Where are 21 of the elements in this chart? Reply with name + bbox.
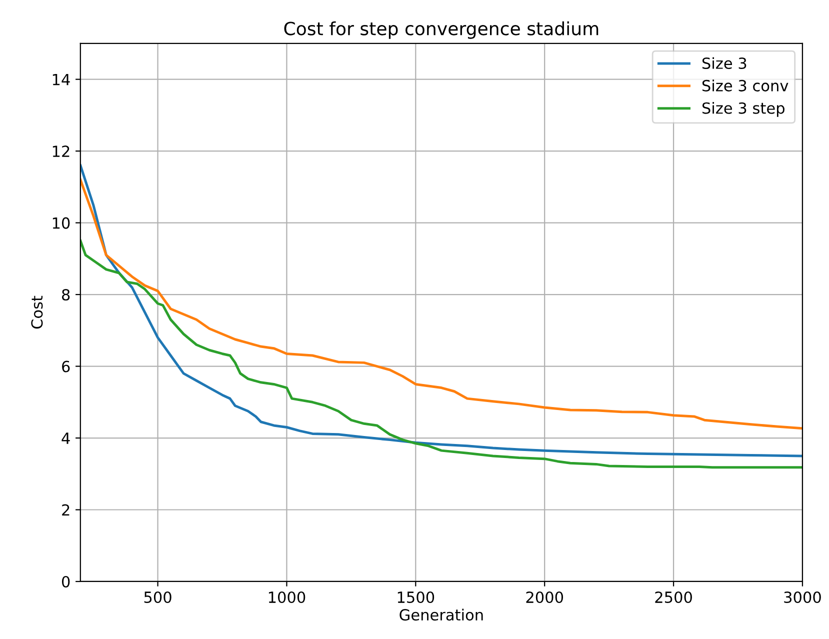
- legend-label: Size 3 step: [702, 102, 784, 117]
- x-tick-label: 2500: [655, 591, 692, 604]
- y-tick-label: 10: [52, 217, 70, 229]
- y-tick-label: 0: [62, 576, 70, 588]
- y-tick-label: 2: [62, 504, 70, 516]
- y-tick-label: 4: [62, 432, 70, 444]
- chart-title: Cost for step convergence stadium: [284, 21, 598, 39]
- y-tick-label: 8: [62, 289, 70, 301]
- x-tick-label: 3000: [784, 591, 821, 604]
- y-tick-label: 14: [52, 74, 70, 86]
- x-tick-label: 1000: [268, 591, 306, 604]
- x-tick-label: 1500: [398, 591, 434, 604]
- line-series: [80, 239, 802, 469]
- x-tick-label: 2000: [526, 591, 564, 604]
- y-tick-label: 6: [62, 360, 70, 372]
- x-axis-title: Generation: [400, 608, 483, 621]
- y-tick-label: 12: [52, 146, 70, 157]
- y-axis-title: Cost: [31, 296, 43, 329]
- legend-label: Size 3 conv: [702, 80, 788, 92]
- legend-label: Size 3: [702, 57, 746, 70]
- x-tick-label: 500: [144, 591, 172, 604]
